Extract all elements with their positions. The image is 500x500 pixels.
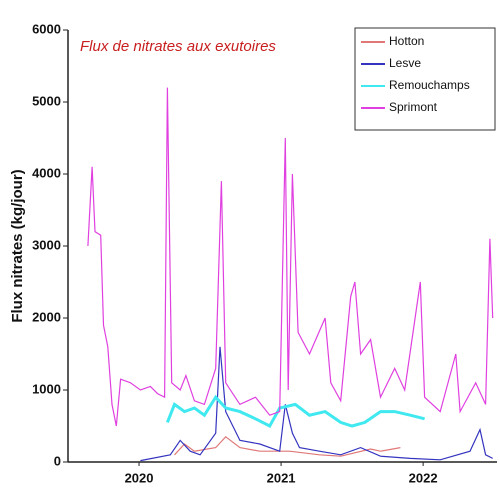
legend-label: Remouchamps bbox=[389, 78, 470, 92]
legend-box bbox=[354, 27, 496, 131]
legend-label: Hotton bbox=[389, 34, 424, 48]
series-line bbox=[166, 394, 425, 428]
series-line bbox=[174, 435, 401, 457]
y-axis-label: Flux nitrates (kg/jour) bbox=[9, 169, 26, 322]
y-tick-label: 3000 bbox=[32, 237, 61, 252]
y-tick-label: 4000 bbox=[32, 165, 61, 180]
y-tick-label: 0 bbox=[54, 453, 61, 468]
y-tick-label: 2000 bbox=[32, 309, 61, 324]
x-tick-label: 2022 bbox=[409, 470, 438, 485]
series-line bbox=[87, 87, 494, 427]
x-tick-label: 2021 bbox=[267, 470, 296, 485]
x-tick-label: 2020 bbox=[125, 470, 154, 485]
legend-label: Lesve bbox=[389, 56, 421, 70]
y-tick-label: 1000 bbox=[32, 381, 61, 396]
chart-title: Flux de nitrates aux exutoires bbox=[80, 38, 276, 55]
legend-label: Sprimont bbox=[389, 100, 438, 114]
y-tick-label: 5000 bbox=[32, 93, 61, 108]
y-tick-label: 6000 bbox=[32, 21, 61, 36]
series-line bbox=[140, 346, 493, 462]
